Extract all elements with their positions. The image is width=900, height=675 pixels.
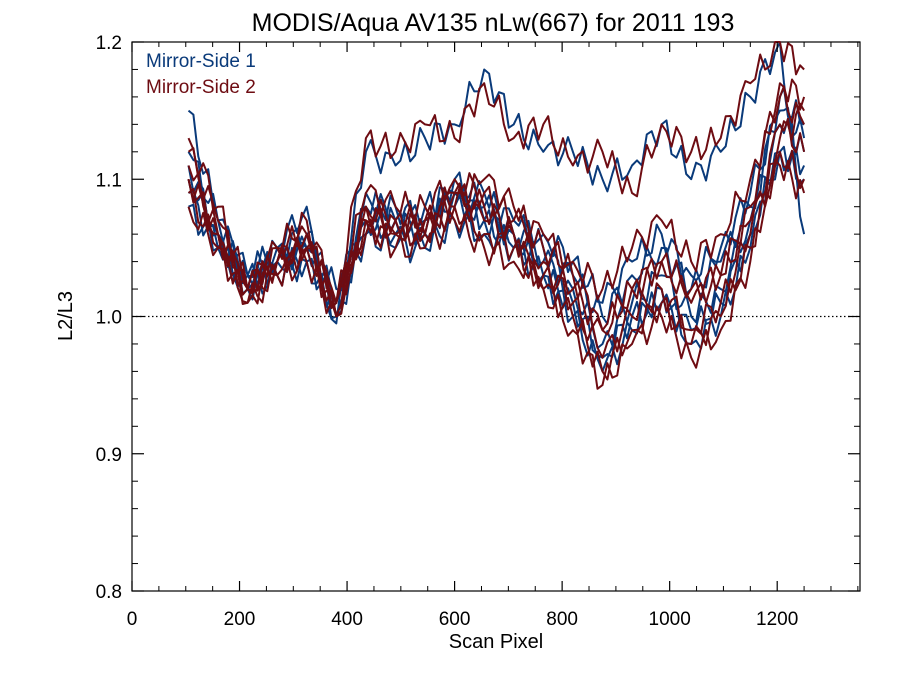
x-tick-label: 1200 xyxy=(756,609,798,630)
y-tick-label: 0.8 xyxy=(96,582,122,603)
x-tick-label: 1000 xyxy=(649,609,691,630)
series-line-mirror-side-1 xyxy=(187,41,806,325)
x-tick-label: 600 xyxy=(439,609,471,630)
y-tick-label: 0.9 xyxy=(96,445,122,466)
x-tick-label: 200 xyxy=(224,609,256,630)
y-tick-label: 1.2 xyxy=(96,33,122,54)
series-line-mirror-side-2 xyxy=(187,158,806,332)
series-line-mirror-side-2 xyxy=(187,149,806,381)
chart-title: MODIS/Aqua AV135 nLw(667) for 2011 193 xyxy=(252,9,735,37)
x-tick-label: 0 xyxy=(127,609,138,630)
x-tick-label: 800 xyxy=(546,609,578,630)
series-line-mirror-side-2 xyxy=(187,117,806,359)
y-tick-label: 1.0 xyxy=(96,308,122,329)
series-line-mirror-side-2 xyxy=(187,41,805,304)
series-line-mirror-side-1 xyxy=(188,150,805,325)
x-axis-label: Scan Pixel xyxy=(449,631,544,653)
series-line-mirror-side-2 xyxy=(187,78,806,336)
x-tick-label: 400 xyxy=(331,609,363,630)
y-tick-label: 1.1 xyxy=(96,170,122,191)
y-axis-label: L2/L3 xyxy=(55,291,77,341)
legend-entry-mirror-side-1: Mirror-Side 1 xyxy=(146,51,256,72)
legend-entry-mirror-side-2: Mirror-Side 2 xyxy=(146,77,256,98)
